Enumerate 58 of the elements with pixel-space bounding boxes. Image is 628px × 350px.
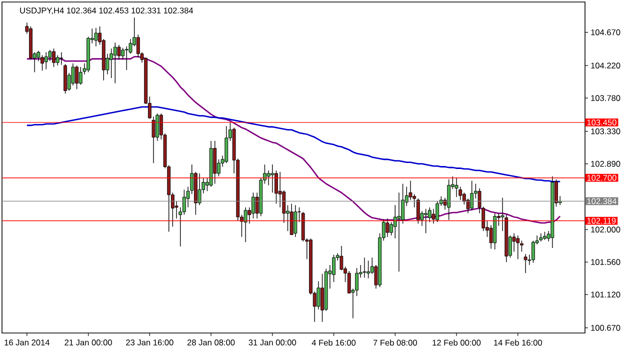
candlestick	[40, 54, 44, 72]
candlestick	[340, 245, 344, 271]
candlestick	[447, 178, 451, 220]
candlestick	[366, 260, 370, 279]
candlestick	[386, 218, 390, 238]
candlestick	[454, 177, 458, 198]
candlestick	[78, 66, 82, 86]
y-tick-label: 104.670	[591, 29, 620, 36]
x-tick-label: 12 Feb 00:00	[432, 340, 481, 346]
ref-line-label: 103.450	[587, 119, 616, 126]
candlestick	[428, 207, 432, 223]
y-tick-label: 103.780	[591, 95, 620, 101]
candlestick	[198, 173, 202, 206]
candlestick	[416, 198, 420, 224]
y-tick-label: 102.890	[591, 160, 620, 167]
x-tick-label: 31 Jan 00:00	[248, 340, 296, 346]
y-tick-label: 101.560	[591, 259, 620, 266]
candlestick	[224, 126, 228, 164]
x-tick-label: 21 Jan 00:00	[64, 340, 112, 346]
candlestick	[56, 54, 60, 66]
candlestick	[244, 207, 248, 242]
candlestick	[124, 46, 128, 70]
candlestick	[436, 201, 440, 223]
candlestick	[121, 47, 125, 60]
candlestick	[113, 42, 117, 84]
y-tick-label: 104.220	[591, 62, 620, 68]
text: USDJPY,H4 102.364 102.453 102.331 102.384	[20, 8, 194, 14]
x-tick-label: 28 Jan 08:00	[187, 340, 235, 346]
candlestick	[294, 204, 298, 238]
candlestick	[94, 28, 98, 47]
candlestick	[60, 52, 64, 66]
candlestick	[270, 164, 274, 193]
candlestick	[320, 274, 324, 322]
candlestick	[524, 254, 528, 274]
ref-line-label: 102.384	[587, 198, 616, 204]
candlestick	[44, 52, 48, 70]
x-tick-label: 7 Feb 08:00	[373, 340, 417, 346]
candlestick	[182, 189, 186, 216]
candlestick	[397, 192, 401, 272]
candlestick	[516, 235, 520, 260]
x-tick-label: 16 Jan 2014	[4, 340, 50, 346]
candlestick	[52, 48, 56, 68]
candlestick	[424, 208, 428, 234]
candlestick	[252, 192, 255, 219]
y-tick-label: 102.000	[591, 226, 620, 232]
ref-line-label: 102.700	[587, 174, 616, 181]
x-tick-label: 14 Feb 16:00	[494, 340, 542, 346]
candlestick	[110, 48, 114, 78]
y-tick-label: 103.330	[591, 128, 620, 134]
candlestick	[290, 203, 294, 236]
x-tick-label: 4 Feb 16:00	[312, 340, 356, 346]
y-tick-label: 101.120	[591, 292, 620, 298]
y-tick-label: 100.670	[591, 324, 620, 331]
candlestick	[470, 180, 474, 211]
x-tick-label: 23 Jan 16:00	[126, 340, 174, 346]
candlestick	[520, 240, 524, 252]
ref-line-label: 102.119	[587, 218, 616, 224]
candlestick	[75, 65, 78, 90]
